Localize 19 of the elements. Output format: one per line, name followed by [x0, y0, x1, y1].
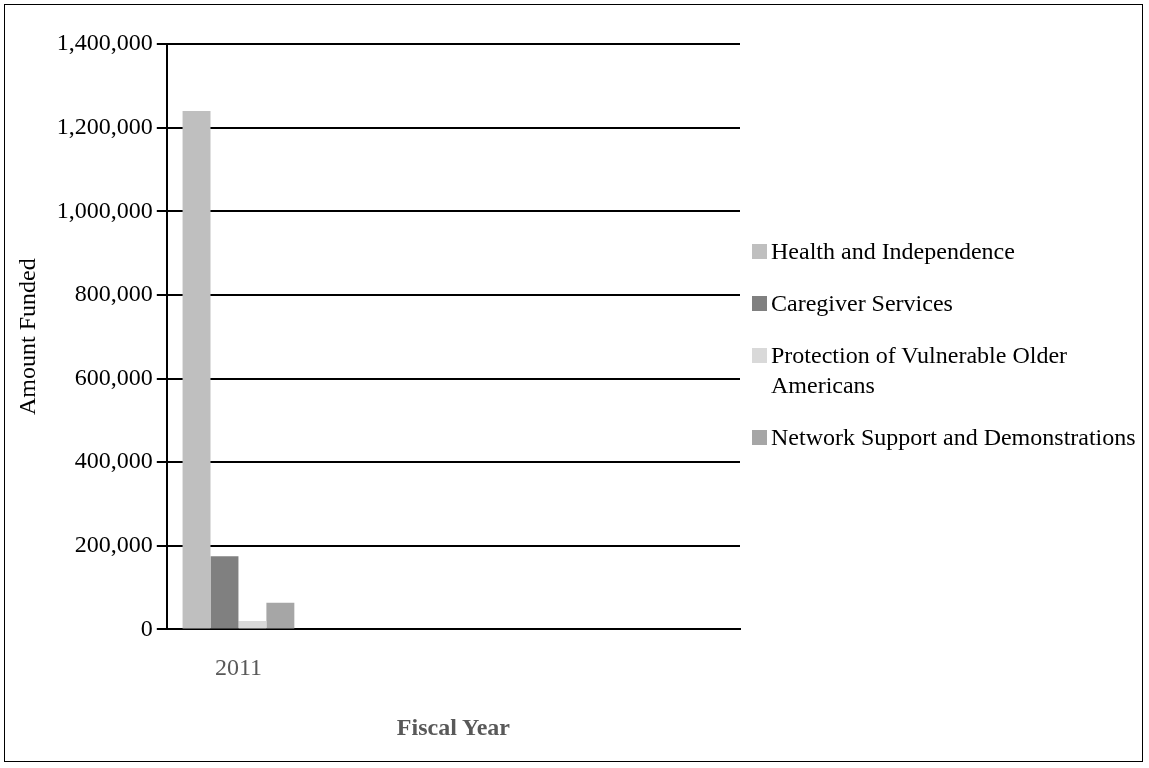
- x-axis-title: Fiscal Year: [396, 713, 511, 740]
- bar: [238, 621, 267, 629]
- bar: [266, 602, 295, 629]
- y-tick-label: 400,000: [74, 447, 153, 474]
- y-tick-label: 800,000: [74, 280, 153, 307]
- y-tick-label: 1,400,000: [56, 29, 153, 56]
- y-tick-label: 600,000: [74, 363, 153, 390]
- y-axis-title: Amount Funded: [13, 258, 40, 416]
- x-tick-label: 2011: [214, 654, 262, 681]
- y-tick-label: 0: [140, 614, 153, 641]
- bar: [182, 110, 211, 629]
- legend-label: Health and Independence: [771, 237, 1015, 266]
- legend-label: Caregiver Services: [771, 289, 953, 318]
- y-tick-label: 1,200,000: [56, 112, 153, 139]
- legend-label: Protection of Vulnerable Older Americans: [771, 341, 1069, 400]
- bar: [210, 556, 239, 629]
- legend-label: Network Support and Demonstrations: [771, 423, 1136, 452]
- y-tick-label: 200,000: [74, 531, 153, 558]
- y-tick-label: 1,000,000: [56, 196, 153, 223]
